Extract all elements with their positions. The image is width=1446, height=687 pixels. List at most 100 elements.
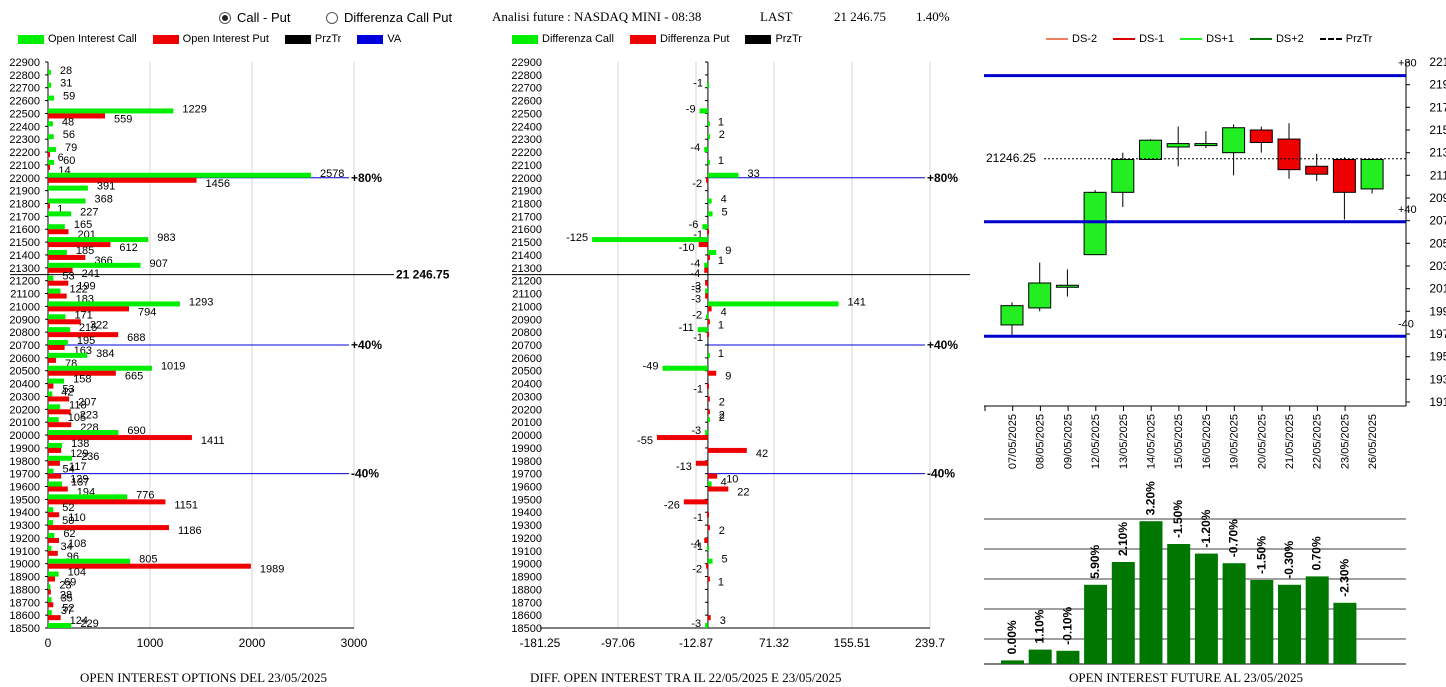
oi-bar xyxy=(1028,649,1052,664)
put-value-label: 1456 xyxy=(206,178,230,190)
strike-label: 20000 xyxy=(9,430,40,442)
strike-label: 21600 xyxy=(9,224,40,236)
price-tick-label: 19300 xyxy=(1429,372,1446,386)
strike-label: 18700 xyxy=(9,597,40,609)
legend-swatch-diff-call xyxy=(512,34,538,44)
call-bar xyxy=(707,481,712,487)
legend-swatch-prztr xyxy=(284,34,311,44)
price-tick-label: 21300 xyxy=(1429,146,1446,160)
strike-label: 20000 xyxy=(511,430,542,442)
date-tick-label: 15/05/2025 xyxy=(1173,414,1185,469)
put-value-label: 124 xyxy=(70,615,88,627)
radio-differenza[interactable]: Differenza Call Put xyxy=(326,10,452,25)
radio-call-put[interactable]: Call - Put xyxy=(219,10,290,25)
put-value-label: 1 xyxy=(718,577,724,589)
put-bar xyxy=(48,113,106,119)
call-bar xyxy=(707,352,710,358)
price-tick-label: 20700 xyxy=(1429,214,1446,228)
candle-body xyxy=(1028,282,1052,309)
strike-label: 19700 xyxy=(9,469,40,481)
open-interest-chart: 0 1000 2000 3000229002280022700226002250022… xyxy=(9,57,449,650)
level-label: +40 xyxy=(1398,204,1417,216)
candle-body xyxy=(1000,305,1024,326)
strike-label: 19600 xyxy=(9,482,40,494)
put-value-label: 52 xyxy=(62,602,74,614)
radio-call-put-label: Call - Put xyxy=(237,10,291,25)
put-value-label: 10 xyxy=(726,474,738,486)
put-value-label: 199 xyxy=(77,281,95,293)
put-bar xyxy=(48,486,68,492)
oi-bar xyxy=(1084,584,1108,664)
oi-bar-label: -0.30% xyxy=(1282,540,1296,578)
last-price-label: 21246.25 xyxy=(986,151,1036,165)
strike-label: 22800 xyxy=(511,70,542,82)
strike-label: 18600 xyxy=(511,610,542,622)
diff-open-interest-chart: -181.25 -97.06 -12.87 71.32 155.51 239.7 22900… xyxy=(511,57,970,650)
put-bar xyxy=(707,486,729,492)
oi-bar-label: -0.70% xyxy=(1227,519,1241,557)
call-bar xyxy=(697,327,708,333)
oi-bar xyxy=(1139,521,1163,664)
strike-label: 20400 xyxy=(9,379,40,391)
call-value-label: 9 xyxy=(725,245,731,257)
call-bar xyxy=(707,211,713,217)
x-tick-label: 71.32 xyxy=(759,636,789,650)
call-value-label: 31 xyxy=(60,78,72,90)
oi-bar-label: -1.50% xyxy=(1254,536,1268,574)
legend-label-put: Open Interest Put xyxy=(182,33,269,45)
call-bar xyxy=(48,545,52,551)
call-bar xyxy=(707,121,710,127)
put-value-label: 1 xyxy=(718,255,724,267)
candle-body xyxy=(1166,143,1190,148)
put-bar xyxy=(48,332,119,338)
put-value-label: 207 xyxy=(78,396,96,408)
caption-right: OPEN INTEREST FUTURE AL 23/05/2025 xyxy=(1069,670,1304,685)
call-bar xyxy=(48,198,86,204)
call-value-label: 391 xyxy=(97,181,115,193)
strike-label: 19400 xyxy=(9,507,40,519)
put-bar xyxy=(48,152,50,158)
put-bar xyxy=(706,512,709,518)
legend-label-diff-call: Differenza Call xyxy=(542,33,614,45)
oi-bar-label: 3.20% xyxy=(1144,481,1158,515)
call-value-label: 104 xyxy=(68,567,86,579)
oi-bar-label: 2.10% xyxy=(1116,522,1130,556)
strike-label: 21700 xyxy=(511,211,542,223)
va-label: +80% xyxy=(351,171,382,185)
put-value-label: 69 xyxy=(64,577,76,589)
put-bar xyxy=(48,563,251,569)
strike-label: 18600 xyxy=(9,610,40,622)
call-value-label: 54 xyxy=(63,464,75,476)
call-bar xyxy=(705,430,708,436)
call-bar xyxy=(702,224,708,230)
call-value-label: 1019 xyxy=(161,361,185,373)
put-value-label: -3 xyxy=(691,294,701,306)
put-bar xyxy=(707,525,710,531)
strike-label: 22200 xyxy=(511,147,542,159)
put-value-label: 1 xyxy=(57,204,63,216)
call-bar xyxy=(48,532,55,538)
put-value-label: 1989 xyxy=(260,564,284,576)
call-bar xyxy=(48,340,68,345)
put-bar xyxy=(48,576,56,582)
date-tick-label: 14/05/2025 xyxy=(1146,414,1158,469)
call-bar xyxy=(48,481,62,487)
future-oi-bar-chart: 0.00% 1.10% -0.10% 5.90% 2.10% 3.20% -1.50% -1.… xyxy=(984,481,1406,665)
call-value-label: 138 xyxy=(71,438,89,450)
call-bar xyxy=(707,159,710,165)
call-bar xyxy=(706,82,709,88)
strike-label: 21400 xyxy=(9,250,40,262)
date-tick-label: 09/05/2025 xyxy=(1062,414,1074,469)
call-value-label: -3 xyxy=(691,284,701,296)
date-tick-label: 12/05/2025 xyxy=(1090,414,1102,469)
call-value-label: 1 xyxy=(718,348,724,360)
strike-label: 20200 xyxy=(9,404,40,416)
call-value-label: -4 xyxy=(690,258,700,270)
legend-swatch-call xyxy=(18,34,44,44)
put-bar xyxy=(707,254,710,260)
price-tick-label: 19700 xyxy=(1429,327,1446,341)
oi-bar-label: 0.70% xyxy=(1310,536,1324,570)
strike-label: 19800 xyxy=(9,456,40,468)
strike-label: 20100 xyxy=(511,417,542,429)
strike-label: 18900 xyxy=(511,572,542,584)
